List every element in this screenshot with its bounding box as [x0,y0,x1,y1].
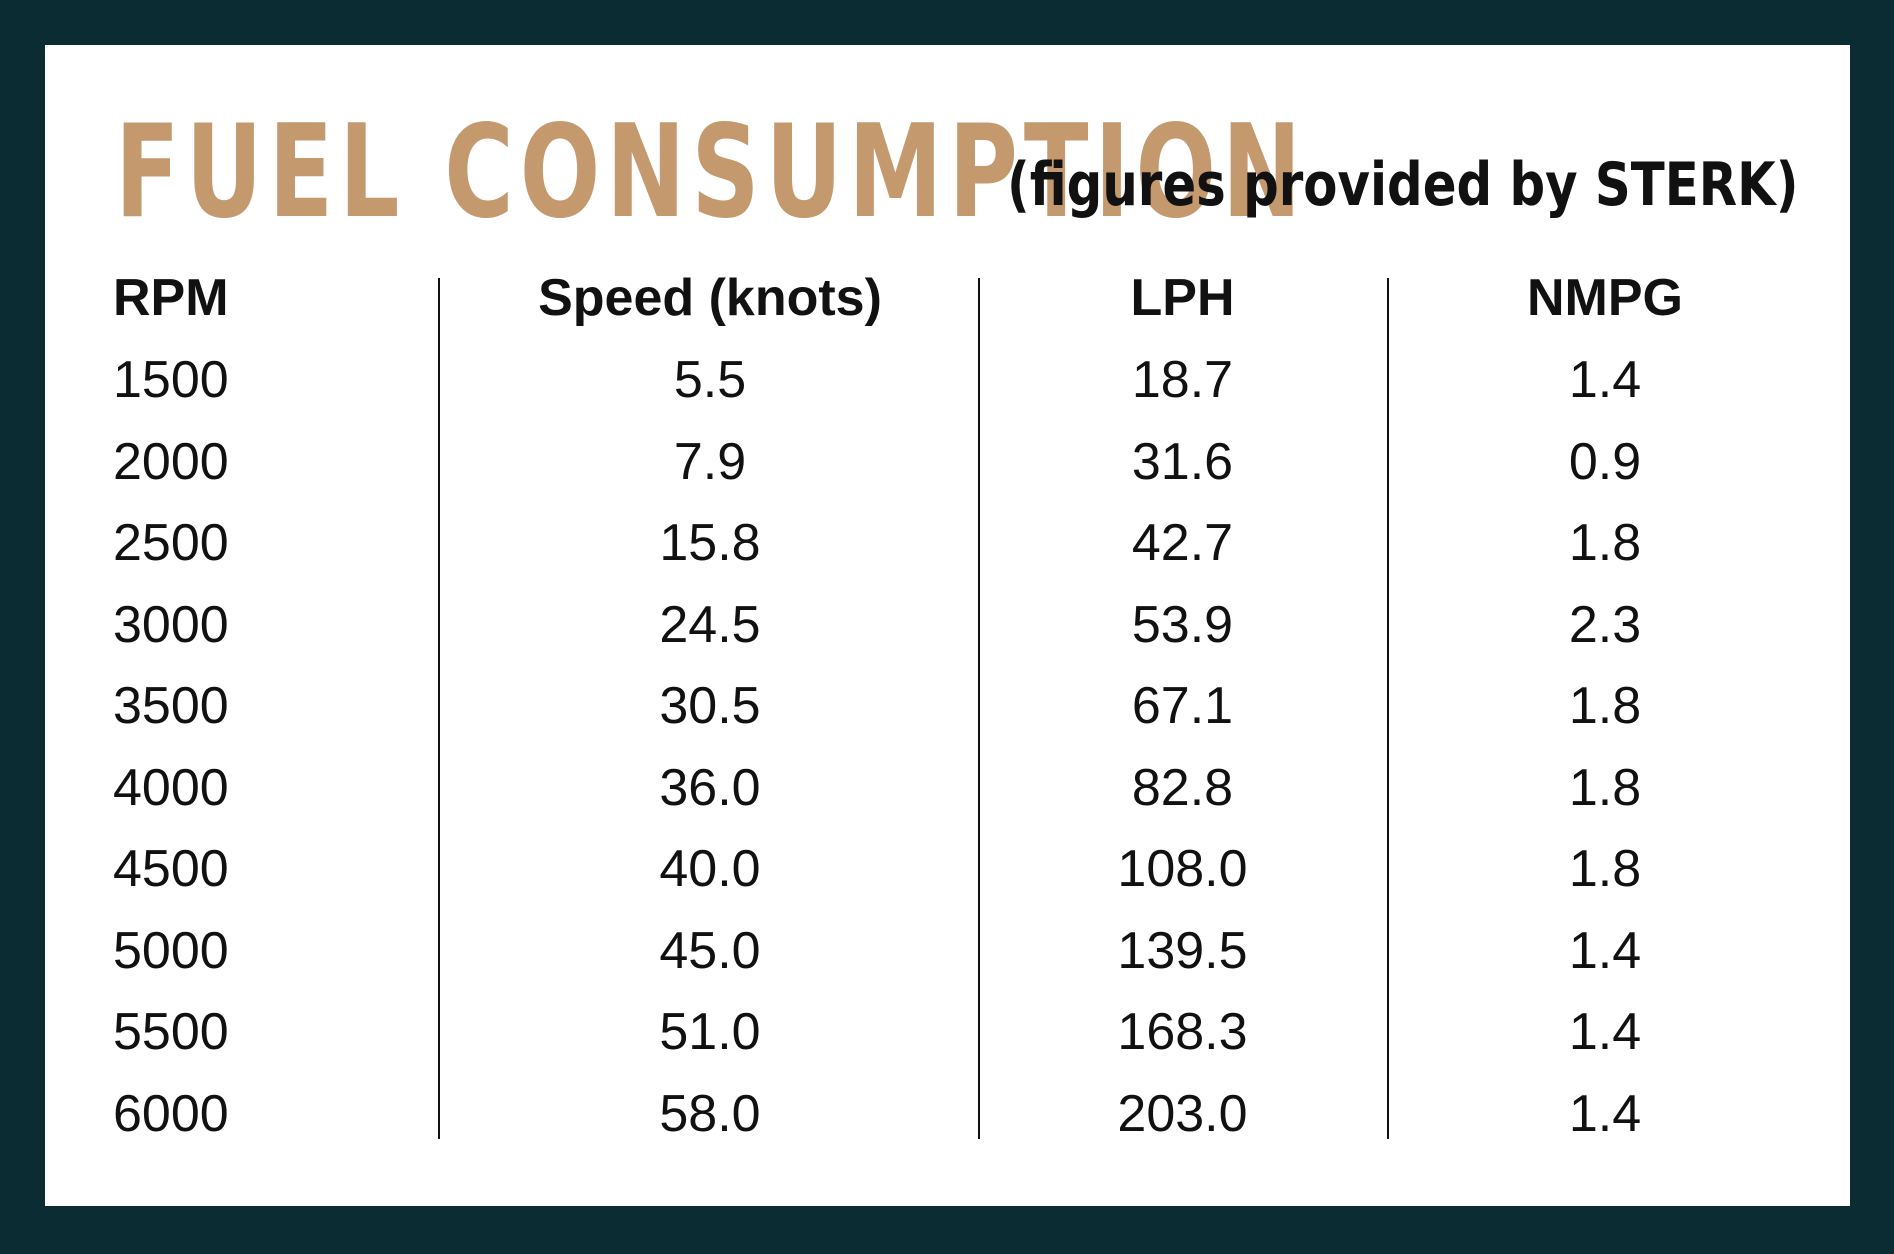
table-cell-rpm: 4000 [113,758,229,817]
table-cell-nmpg: 1.4 [1568,1084,1642,1143]
table-cell-nmpg: 1.4 [1568,1003,1642,1061]
table-cell-lph: 139.5 [1117,921,1248,980]
table-cell-speed: 51.0 [659,1003,761,1061]
table-cell-rpm: 3000 [113,595,229,654]
table-cell-rpm: 5500 [113,1003,229,1061]
table-cell-rpm: 3500 [113,677,229,735]
table-cell-nmpg: 1.4 [1568,351,1642,409]
table-cell-lph: 31.6 [1131,432,1234,491]
column-divider-2 [978,278,980,1139]
table-cell-speed: 7.9 [673,432,747,491]
table-cell-speed: 36.0 [659,758,761,817]
table-cell-nmpg: 1.8 [1568,840,1642,898]
table-cell-lph: 42.7 [1131,514,1234,572]
column-divider-1 [438,278,440,1139]
chart-title: FUEL CONSUMPTION [115,98,1308,247]
table-cell-rpm: 6000 [113,1084,229,1143]
column-header-lph: LPH [1130,269,1235,327]
table-cell-rpm: 2000 [113,432,229,491]
table-cell-rpm: 1500 [113,351,229,409]
table-cell-speed: 45.0 [659,921,761,980]
table-cell-rpm: 5000 [113,921,229,980]
table-cell-lph: 18.7 [1131,351,1234,409]
table-cell-speed: 15.8 [659,514,761,572]
table-cell-speed: 30.5 [659,677,761,735]
table-cell-nmpg: 1.8 [1568,514,1642,572]
table-cell-speed: 58.0 [659,1084,761,1143]
fuel-consumption-table: RPM Speed (knots) LPH NMPG 1500 5.5 18.7 1.4 200… [45,45,1850,1206]
table-cell-rpm: 2500 [113,514,229,572]
table-cell-lph: 53.9 [1131,595,1234,654]
table-cell-nmpg: 2.3 [1568,595,1642,654]
table-cell-nmpg: 1.8 [1568,758,1642,817]
table-cell-lph: 67.1 [1131,677,1234,735]
table-cell-speed: 5.5 [673,351,747,409]
column-header-nmpg: NMPG [1527,269,1683,327]
column-header-rpm: RPM [113,269,229,327]
table-cell-speed: 24.5 [659,595,761,654]
table-panel: FUEL CONSUMPTION (figures provided by ST… [45,45,1850,1206]
column-divider-3 [1387,278,1389,1139]
table-cell-nmpg: 1.8 [1568,677,1642,735]
table-cell-lph: 82.8 [1131,758,1234,817]
column-header-speed: Speed (knots) [538,269,882,327]
table-cell-nmpg: 1.4 [1568,921,1642,980]
table-cell-nmpg: 0.9 [1568,432,1642,491]
table-cell-lph: 203.0 [1117,1084,1248,1143]
table-cell-speed: 40.0 [659,840,761,898]
chart-subtitle: (figures provided by STERK) [1007,150,1799,220]
table-cell-lph: 108.0 [1117,840,1248,898]
table-cell-lph: 168.3 [1117,1003,1248,1061]
table-cell-rpm: 4500 [113,840,229,898]
